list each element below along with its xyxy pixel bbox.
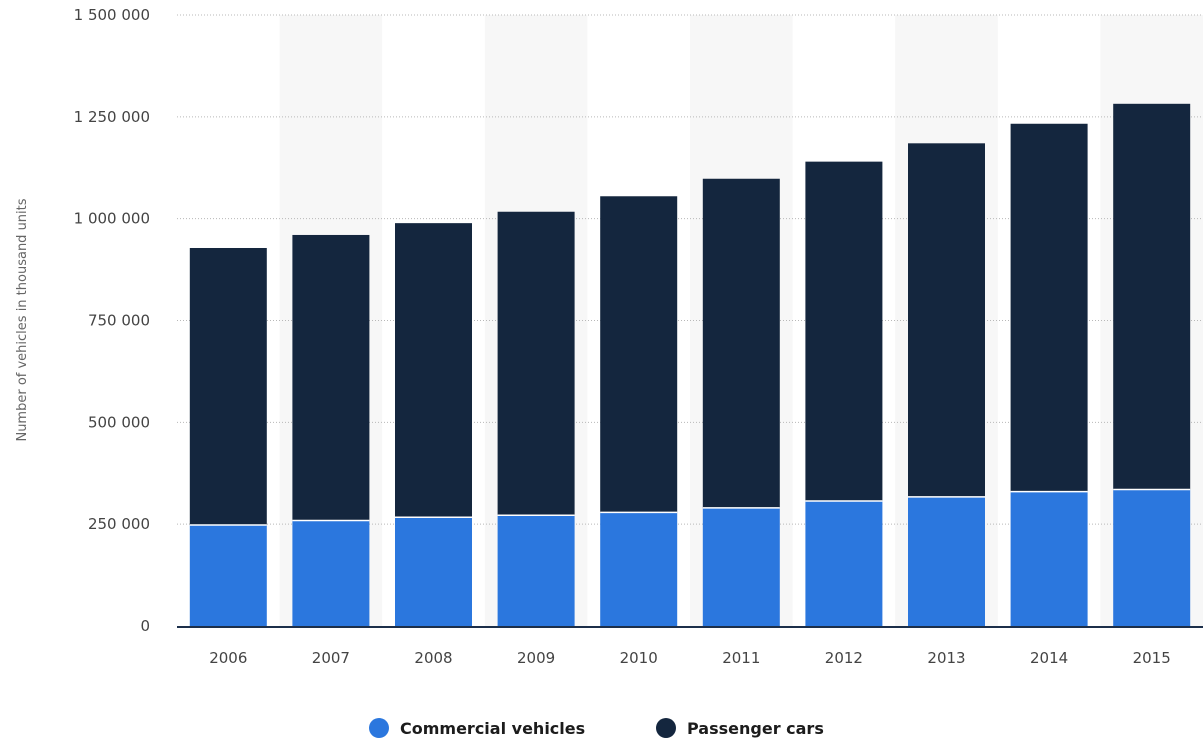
x-tick-label: 2009	[517, 649, 555, 667]
bar-passenger-cars-2006	[189, 247, 267, 525]
bar-commercial-vehicles-2013	[908, 496, 985, 626]
bar-passenger-cars-2014	[1010, 123, 1088, 492]
bar-passenger-cars-2012	[805, 161, 883, 501]
bar-passenger-cars-2007	[292, 234, 370, 521]
x-tick-label: 2013	[927, 649, 965, 667]
x-tick-label: 2008	[414, 649, 452, 667]
y-tick-label: 1 000 000	[74, 210, 150, 228]
x-tick-label: 2006	[209, 649, 247, 667]
legend: Commercial vehicles Passenger cars	[369, 718, 824, 738]
legend-label-passenger-cars: Passenger cars	[687, 719, 824, 738]
y-tick-label: 1 500 000	[74, 6, 150, 24]
bar-passenger-cars-2010	[600, 196, 678, 513]
y-axis-title: Number of vehicles in thousand units	[15, 198, 30, 441]
y-tick-label: 0	[140, 617, 150, 635]
bar-passenger-cars-2013	[908, 143, 985, 497]
bar-commercial-vehicles-2006	[189, 524, 267, 626]
bar-commercial-vehicles-2014	[1010, 491, 1088, 626]
bar-passenger-cars-2011	[702, 178, 780, 508]
y-tick-label: 1 250 000	[74, 108, 150, 126]
bar-passenger-cars-2015	[1113, 103, 1191, 490]
bar-commercial-vehicles-2012	[805, 500, 883, 626]
x-tick-label: 2012	[825, 649, 863, 667]
x-tick-label: 2014	[1030, 649, 1068, 667]
y-tick-label: 750 000	[88, 312, 150, 330]
legend-label-commercial-vehicles: Commercial vehicles	[400, 719, 585, 738]
bar-commercial-vehicles-2011	[702, 507, 780, 626]
x-tick-label: 2015	[1133, 649, 1171, 667]
y-tick-labels: 0 250 000 500 000 750 000 1 000 000 1 250 000…	[74, 6, 150, 635]
bar-passenger-cars-2009	[497, 211, 575, 516]
legend-marker-commercial-vehicles	[369, 718, 389, 738]
x-tick-labels: 2006 2007 2008 2009 2010 2011 2012 2013 2014 2015	[209, 649, 1171, 667]
bar-passenger-cars-2008	[395, 223, 472, 518]
bar-commercial-vehicles-2010	[600, 512, 678, 626]
bars	[189, 103, 1191, 626]
bar-commercial-vehicles-2007	[292, 520, 370, 626]
x-tick-label: 2010	[620, 649, 658, 667]
bar-commercial-vehicles-2008	[395, 517, 472, 626]
x-tick-label: 2011	[722, 649, 760, 667]
y-tick-label: 250 000	[88, 515, 150, 533]
x-tick-label: 2007	[312, 649, 350, 667]
bar-commercial-vehicles-2009	[497, 515, 575, 626]
bar-commercial-vehicles-2015	[1113, 489, 1191, 626]
legend-marker-passenger-cars	[656, 718, 676, 738]
y-tick-label: 500 000	[88, 413, 150, 431]
